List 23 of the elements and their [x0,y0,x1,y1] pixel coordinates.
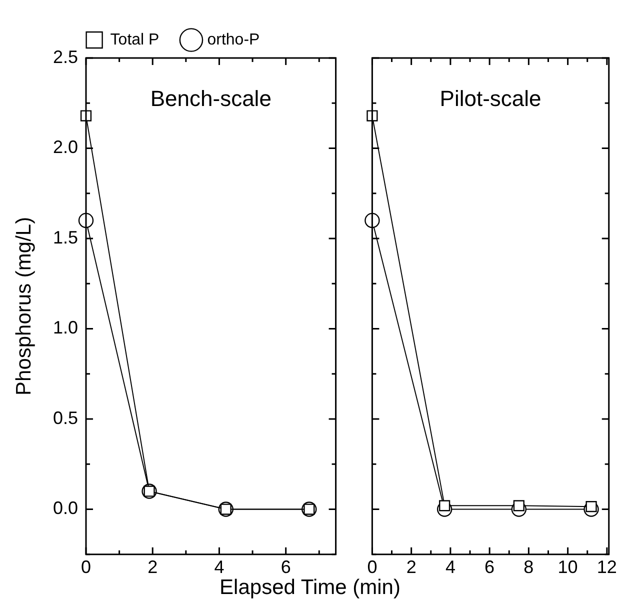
x-tick-label: 2 [406,557,416,578]
x-axis-title: Elapsed Time (min) [218,576,402,600]
y-tick-label: 1.5 [52,227,78,248]
x-tick-label: 10 [558,557,578,578]
legend-label: Total P [110,31,160,48]
x-tick-label: 0 [367,557,378,578]
y-tick-label: 0.0 [52,498,78,518]
y-axis-title: Phosphorus (mg/L) [12,216,36,396]
y-tick-label: 2.0 [52,137,78,158]
x-tick-label: 2 [148,557,158,578]
y-tick-label: 1.0 [52,318,78,338]
x-tick-label: 4 [445,557,456,578]
x-tick-label: 6 [484,557,495,578]
x-tick-label: 6 [280,557,291,578]
legend-label: ortho-P [207,31,260,48]
x-tick-label: 12 [596,557,617,578]
x-tick-label: 0 [80,557,92,578]
text: Bench-scale [150,86,272,112]
x-tick-label: 8 [524,557,534,578]
text: Pilot-scale [440,86,542,112]
y-tick-label: 2.5 [52,46,78,67]
x-tick-label: 4 [214,557,224,578]
y-tick-label: 0.5 [52,408,78,428]
